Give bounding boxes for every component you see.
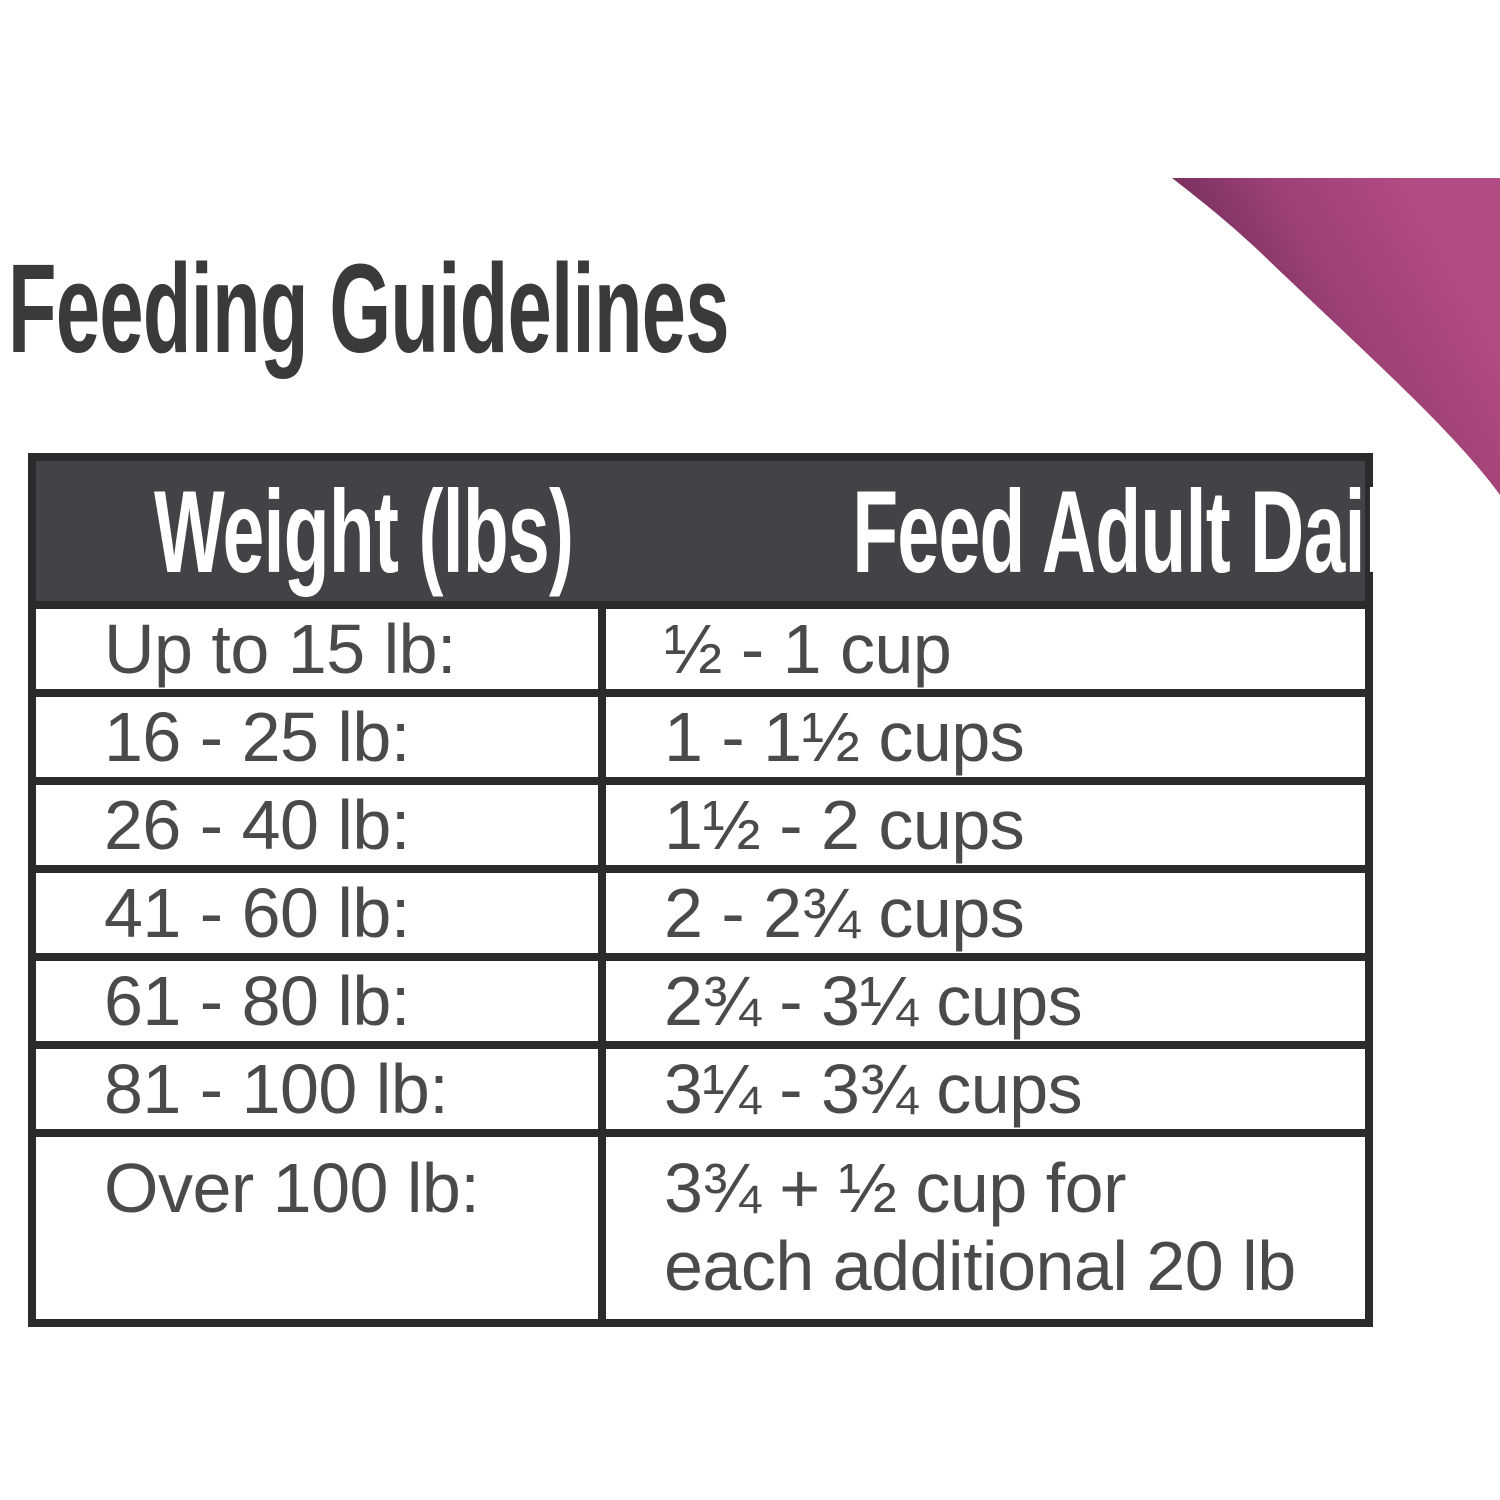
table-row: Over 100 lb: 3¾ + ½ cup for each additio…: [36, 1129, 1365, 1319]
weight-cell: Up to 15 lb:: [36, 609, 606, 689]
table-row: Up to 15 lb: ½ - 1 cup: [36, 601, 1365, 689]
page-title: Feeding Guidelines: [8, 246, 1152, 372]
amount-cell: 2 - 2¾ cups: [664, 874, 1025, 952]
weight-cell: 16 - 25 lb:: [36, 697, 606, 777]
amount-cell: 1 - 1½ cups: [664, 698, 1025, 776]
table-header-row: Weight (lbs) Feed Adult Daily: [36, 461, 1427, 601]
amount-cell: 3¼ - 3¾ cups: [664, 1050, 1083, 1128]
amount-cell: 1½ - 2 cups: [664, 786, 1025, 864]
feeding-guidelines-table: Weight (lbs) Feed Adult Daily Up to 15 l…: [28, 453, 1427, 1327]
amount-cell: 2¾ - 3¼ cups: [664, 962, 1083, 1040]
amount-cell: 3¾ + ½ cup for each additional 20 lb: [664, 1149, 1296, 1305]
weight-cell: 41 - 60 lb:: [36, 873, 606, 953]
table-row: 26 - 40 lb: 1½ - 2 cups: [36, 777, 1365, 865]
weight-cell: 81 - 100 lb:: [36, 1049, 606, 1129]
swoosh-shape: [1172, 178, 1500, 495]
table-row: 16 - 25 lb: 1 - 1½ cups: [36, 689, 1365, 777]
column-header-weight: Weight (lbs): [153, 465, 574, 597]
table-row: 41 - 60 lb: 2 - 2¾ cups: [36, 865, 1365, 953]
weight-cell: 26 - 40 lb:: [36, 785, 606, 865]
page-title-text: Feeding Guidelines: [8, 238, 729, 379]
table-row: 81 - 100 lb: 3¼ - 3¾ cups: [36, 1041, 1365, 1129]
amount-cell: ½ - 1 cup: [664, 610, 952, 688]
weight-cell: Over 100 lb:: [36, 1137, 606, 1319]
weight-cell: 61 - 80 lb:: [36, 961, 606, 1041]
table-row: 61 - 80 lb: 2¾ - 3¼ cups: [36, 953, 1365, 1041]
column-header-feed-adult-daily: Feed Adult Daily: [852, 465, 1427, 597]
